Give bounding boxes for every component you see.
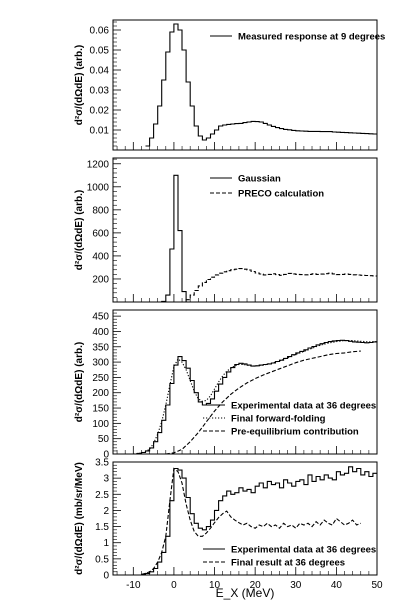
y-tick-label: 800 xyxy=(92,205,109,216)
y-tick-label: 400 xyxy=(92,251,109,262)
legend-label: Pre-equilibrium contribution xyxy=(231,427,359,438)
plot-frame xyxy=(112,309,378,455)
y-tick-label: 0.06 xyxy=(90,26,110,37)
legend-label: Final result at 36 degrees xyxy=(231,558,345,569)
y-axis-label: d²σ/(dΩdE) (arb.) xyxy=(74,342,85,422)
panel-4: 0 0.5 1 1.5 2 2.5 3 3.5 -10 0 10 20 30 40 50 d²σ/(dΩdE)… xyxy=(74,458,383,601)
y-tick-label: 150 xyxy=(92,404,109,415)
legend-label: Experimental data at 36 degrees xyxy=(231,401,376,412)
plot-frame xyxy=(112,461,378,576)
series-line xyxy=(133,340,378,455)
series-line xyxy=(145,23,377,147)
panel-3: 0 50 100 150 200 250 300 350 400 450 d²σ/(dΩdE) (a… xyxy=(74,309,378,461)
y-tick-label: 450 xyxy=(92,312,109,323)
legend-label: Measured response at 9 degrees xyxy=(238,32,385,43)
x-tick-label: 0 xyxy=(171,580,177,591)
legend-label: Final forward-folding xyxy=(231,414,326,425)
series-line xyxy=(182,268,378,303)
x-tick-label: 20 xyxy=(250,580,262,591)
y-tick-label: 1000 xyxy=(87,182,110,193)
y-tick-label: 100 xyxy=(92,419,109,430)
x-tick-label: 30 xyxy=(290,580,302,591)
y-axis-label: d²σ/(dΩdE) (arb.) xyxy=(74,45,85,125)
series-line xyxy=(133,339,378,455)
y-tick-label: 3 xyxy=(103,474,109,485)
x-tick-label: -10 xyxy=(126,580,141,591)
y-tick-label: 250 xyxy=(92,373,109,384)
y-tick-label: 0.05 xyxy=(90,46,110,57)
series-line xyxy=(157,174,191,303)
y-tick-label: 2 xyxy=(103,506,109,517)
y-axis-label: d²σ/(dΩdE) (mb/sr/MeV) xyxy=(74,462,85,575)
y-tick-label: 200 xyxy=(92,388,109,399)
y-tick-label: 1 xyxy=(103,538,109,549)
plot-frame xyxy=(112,19,378,151)
x-tick-label: 10 xyxy=(209,580,221,591)
y-tick-label: 3.5 xyxy=(95,458,109,469)
panel-2: 200 400 600 800 1000 1200 d²σ/(dΩdE) (arb.) Gau… xyxy=(74,157,378,303)
legend-label: Experimental data at 36 degrees xyxy=(231,545,376,556)
plot-frame xyxy=(112,157,378,303)
legend-label: Gaussian xyxy=(238,174,281,185)
y-tick-label: 0.03 xyxy=(90,86,110,97)
y-tick-label: 600 xyxy=(92,228,109,239)
y-tick-label: 50 xyxy=(98,434,110,445)
series-line xyxy=(141,466,377,575)
y-tick-label: 2.5 xyxy=(95,490,109,501)
x-axis-label: E_X (MeV) xyxy=(216,586,275,600)
y-tick-label: 0 xyxy=(103,450,109,461)
y-tick-label: 1200 xyxy=(87,159,110,170)
y-tick-label: 1.5 xyxy=(95,522,109,533)
y-tick-label: 350 xyxy=(92,342,109,353)
y-tick-label: 0.04 xyxy=(90,66,110,77)
y-tick-label: 0.02 xyxy=(90,106,110,117)
series-line xyxy=(141,467,362,575)
series-line xyxy=(165,350,361,455)
y-tick-label: 0 xyxy=(103,571,109,582)
panel-1: 0.01 0.02 0.03 0.04 0.05 0.06 d²σ/(dΩdE) (arb.… xyxy=(74,19,385,151)
y-tick-label: 300 xyxy=(92,358,109,369)
y-tick-label: 0.5 xyxy=(95,554,109,565)
legend-label: PRECO calculation xyxy=(238,189,324,200)
y-tick-label: 400 xyxy=(92,327,109,338)
y-axis-label: d²σ/(dΩdE) (arb.) xyxy=(74,190,85,270)
y-tick-label: 0.01 xyxy=(90,126,110,137)
x-tick-label: 50 xyxy=(371,580,383,591)
y-tick-label: 200 xyxy=(92,274,109,285)
x-tick-label: 40 xyxy=(331,580,343,591)
